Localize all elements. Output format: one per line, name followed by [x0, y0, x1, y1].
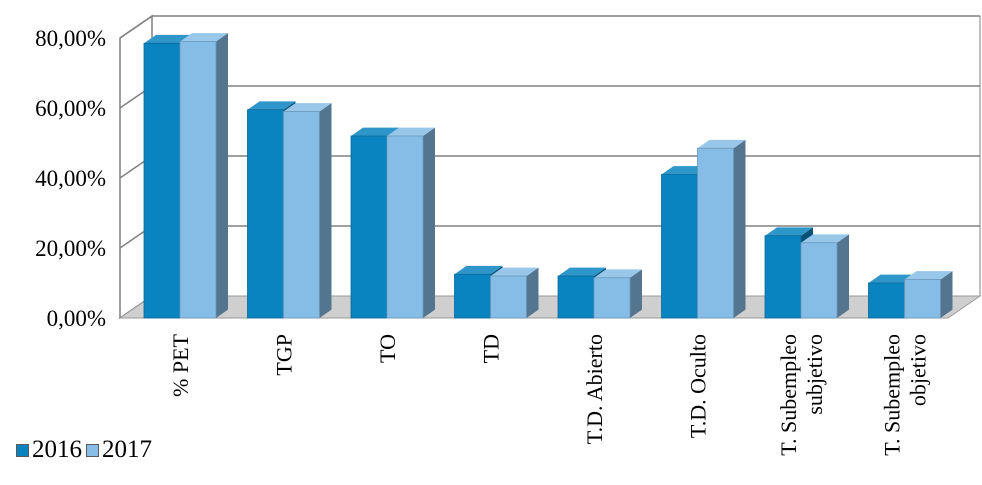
category-label-2: TO — [375, 334, 400, 363]
category-label-6: T. Subempleosubjetivo — [776, 334, 827, 456]
category-label-line: TGP — [272, 334, 297, 376]
category-label-1: TGP — [272, 334, 297, 376]
category-label-5: T.D. Oculto — [686, 334, 711, 438]
category-label-4: T.D. Abierto — [582, 334, 607, 444]
bar-2016-3 — [454, 273, 491, 319]
y-tick-label: 0,00% — [47, 306, 106, 331]
y-tick-label: 80,00% — [35, 26, 106, 51]
bar-top-2017-1 — [283, 103, 332, 112]
bar-side-2017-7 — [940, 271, 953, 318]
bar-top-2016-4 — [558, 267, 606, 276]
legend-item-2016: 2016 — [16, 436, 82, 464]
legend: 2016 2017 — [16, 436, 156, 464]
bar-top-2016-3 — [454, 265, 503, 275]
bar-2017-0 — [179, 41, 217, 319]
bar-side-2017-6 — [837, 234, 849, 318]
bar-2017-6 — [800, 242, 838, 319]
category-label-7: T. Subempleoobjetivo — [880, 334, 931, 456]
bar-top-2017-6 — [801, 234, 849, 243]
bar-2016-6 — [764, 235, 802, 319]
bar-top-2017-3 — [490, 267, 539, 276]
bar-2016-1 — [247, 109, 284, 319]
bar-top-2017-0 — [180, 33, 228, 42]
bar-2016-4 — [557, 275, 595, 319]
bar-2016-0 — [143, 42, 181, 319]
bar-side-2017-3 — [526, 267, 539, 318]
y-tick-label: 20,00% — [35, 236, 106, 261]
bar-top-2017-4 — [594, 269, 642, 278]
bar-top-2016-2 — [351, 127, 399, 136]
bar-2017-5 — [697, 147, 734, 319]
bar-top-2017-7 — [904, 271, 953, 280]
category-label-line: T. Subempleo — [776, 334, 801, 456]
category-label-line: objetivo — [906, 334, 931, 406]
category-label-line: subjetivo — [802, 334, 827, 415]
category-label-0: % PET — [168, 333, 193, 397]
bar-top-2017-5 — [697, 139, 746, 149]
bar-2017-7 — [904, 279, 941, 319]
legend-swatch-2017 — [86, 443, 99, 457]
bar-2016-5 — [661, 174, 698, 319]
bar-2017-2 — [386, 135, 424, 319]
category-label-line: T.D. Abierto — [582, 334, 607, 444]
category-label-line: T.D. Oculto — [686, 334, 711, 438]
legend-label-2017: 2017 — [102, 436, 152, 463]
bar-side-2017-4 — [630, 269, 642, 318]
bar-2017-3 — [490, 275, 527, 319]
bar-side-2017-0 — [216, 33, 228, 318]
bar-side-2017-2 — [423, 127, 435, 318]
gridline — [119, 15, 980, 39]
bar-side-2017-5 — [733, 139, 746, 318]
bar-top-2016-1 — [247, 101, 296, 110]
category-label-line: T. Subempleo — [880, 334, 905, 456]
bar-2016-2 — [350, 135, 388, 319]
bar-2017-1 — [283, 111, 320, 319]
y-tick-label: 40,00% — [35, 166, 106, 191]
legend-item-2017: 2017 — [86, 436, 152, 464]
bar-2017-4 — [593, 277, 631, 319]
category-label-line: TD — [479, 334, 504, 363]
bar-top-2016-6 — [765, 227, 813, 236]
category-label-3: TD — [479, 334, 504, 363]
bar-side-2017-1 — [319, 103, 332, 318]
bar-2016-7 — [868, 282, 905, 319]
y-tick-label: 60,00% — [35, 96, 106, 121]
legend-label-2016: 2016 — [32, 436, 82, 463]
bar-top-2017-2 — [387, 127, 435, 136]
category-label-line: TO — [375, 334, 400, 363]
legend-swatch-2016 — [16, 443, 29, 457]
category-label-line: % PET — [168, 333, 193, 397]
